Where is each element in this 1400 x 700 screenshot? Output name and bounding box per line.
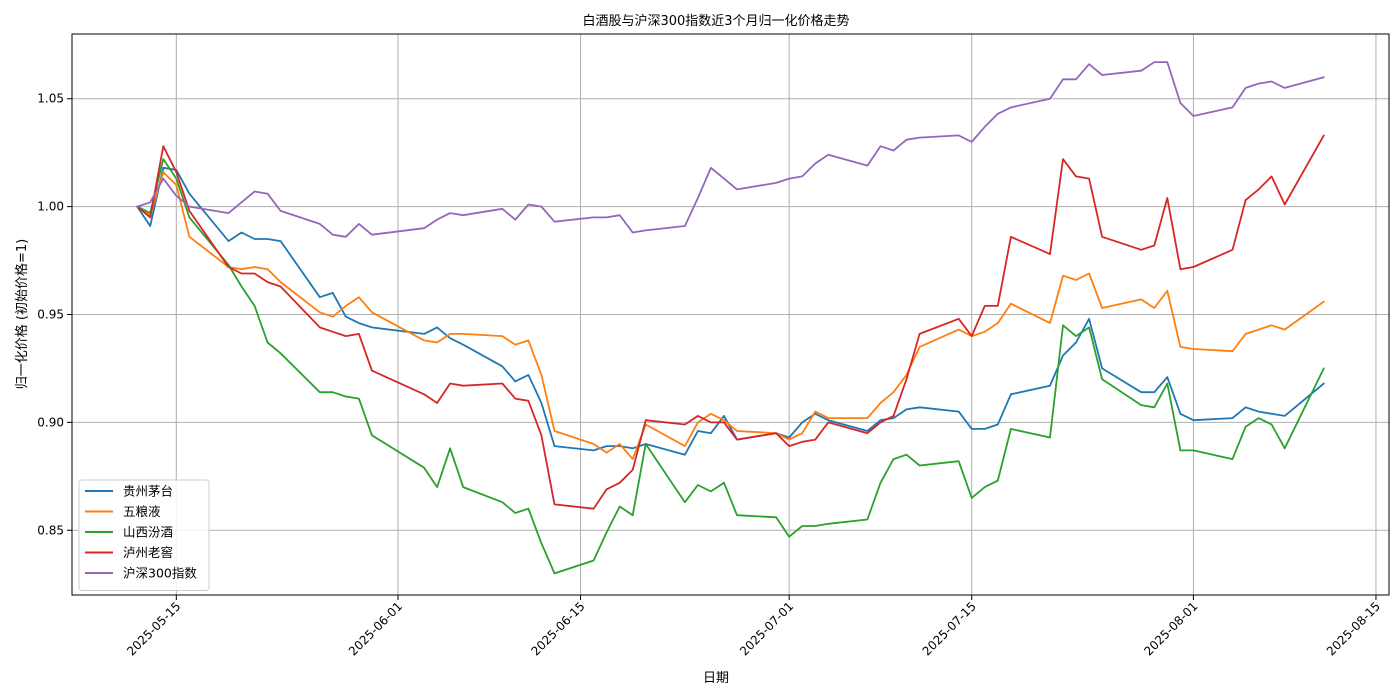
y-tick-label: 0.90	[37, 415, 64, 429]
y-tick-label: 1.05	[37, 92, 64, 106]
y-axis-label: 归一化价格 (初始价格=1)	[14, 239, 30, 389]
series-line-5	[136, 61, 1325, 238]
y-tick-label: 0.85	[37, 523, 64, 537]
y-tick-label: 0.95	[37, 308, 64, 322]
legend-label: 山西汾酒	[123, 525, 173, 540]
series-line-3	[136, 158, 1325, 575]
x-axis-label: 日期	[703, 671, 729, 686]
legend-label: 五粮液	[123, 504, 161, 519]
legend-box	[78, 479, 210, 591]
legend-label: 沪深300指数	[123, 566, 197, 581]
y-axis-ticks: 0.85 0.90 0.95 1.00 1.05	[37, 92, 72, 537]
chart-title: 白酒股与沪深300指数近3个月归一化价格走势	[582, 13, 849, 29]
legend-label: 泸州老窖	[123, 545, 173, 560]
y-tick-label: 1.00	[37, 200, 64, 214]
series-line-4	[136, 134, 1325, 510]
legend-label: 贵州茅台	[123, 484, 173, 499]
series-group	[136, 61, 1325, 575]
series-line-2	[136, 171, 1325, 461]
series-line-1	[136, 166, 1325, 456]
